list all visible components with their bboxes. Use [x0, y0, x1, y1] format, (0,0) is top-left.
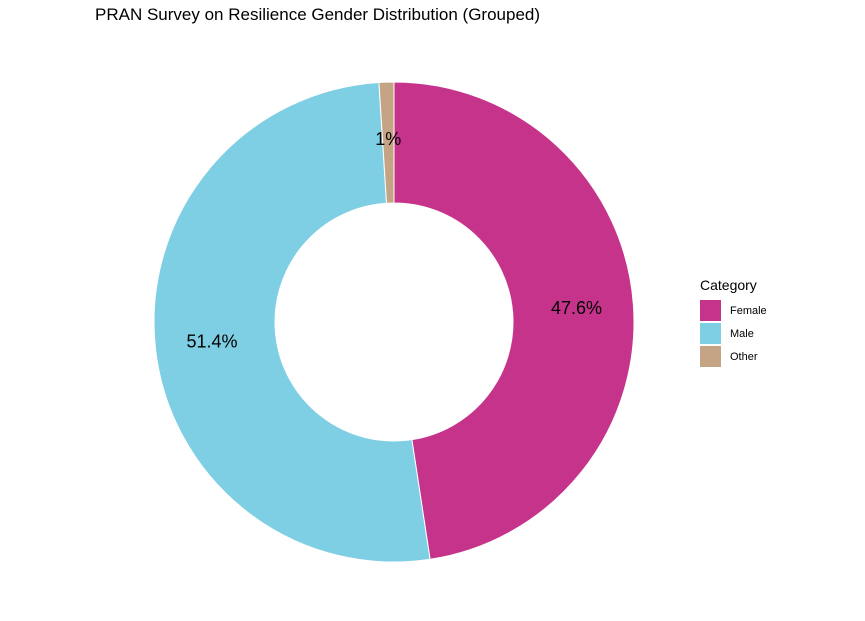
- legend-swatch-male: [700, 323, 721, 344]
- legend-label-female: Female: [730, 304, 767, 317]
- slice-label-female: 47.6%: [551, 298, 602, 318]
- legend-items: Female Male Other: [700, 299, 767, 368]
- legend-swatch-other: [700, 346, 721, 367]
- slice-other: [378, 81, 395, 204]
- legend-item-female: Female: [700, 299, 767, 322]
- slice-label-other: 1%: [375, 129, 401, 149]
- legend-label-other: Other: [730, 350, 758, 363]
- legend-title: Category: [700, 277, 757, 293]
- legend: Category Female Male Other: [700, 277, 767, 368]
- legend-item-other: Other: [700, 345, 767, 368]
- slice-female: [393, 81, 635, 560]
- slice-male: [153, 81, 431, 563]
- legend-label-male: Male: [730, 327, 754, 340]
- chart-title: PRAN Survey on Resilience Gender Distrib…: [95, 5, 541, 24]
- legend-item-male: Male: [700, 322, 767, 345]
- slice-label-male: 51.4%: [187, 332, 238, 352]
- legend-swatch-female: [700, 300, 721, 321]
